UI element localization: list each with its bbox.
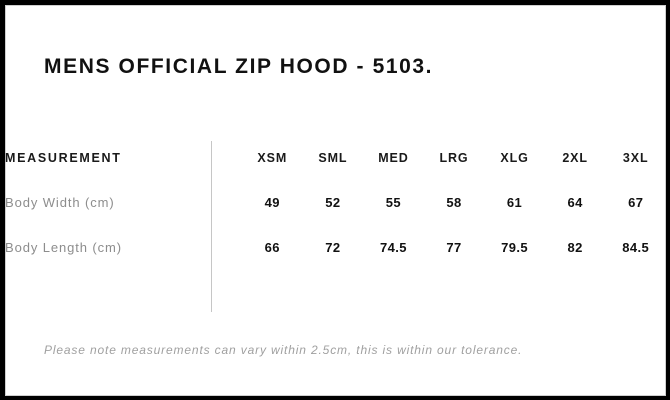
column-header-2xl: 2XL bbox=[562, 150, 588, 165]
column-header-measurement: MEASUREMENT bbox=[5, 150, 122, 165]
cell-body-length-lrg: 77 bbox=[446, 240, 462, 255]
cell-body-width-lrg: 58 bbox=[446, 195, 462, 210]
row-label-body-length: Body Length (cm) bbox=[5, 240, 123, 255]
cell-body-length-3xl: 84.5 bbox=[622, 240, 650, 255]
cell-body-width-sml: 52 bbox=[325, 195, 341, 210]
cell-body-length-2xl: 82 bbox=[567, 240, 583, 255]
cell-body-width-2xl: 64 bbox=[567, 195, 583, 210]
size-chart-table-area: MEASUREMENT XSM SML MED LRG XLG 2XL 3XL … bbox=[5, 135, 666, 320]
cell-body-length-sml: 72 bbox=[325, 240, 341, 255]
size-chart-table: MEASUREMENT XSM SML MED LRG XLG 2XL 3XL … bbox=[5, 135, 666, 270]
cell-body-width-3xl: 67 bbox=[628, 195, 644, 210]
cell-body-length-xlg: 79.5 bbox=[501, 240, 529, 255]
column-header-3xl: 3XL bbox=[622, 150, 649, 165]
table-header-row: MEASUREMENT XSM SML MED LRG XLG 2XL 3XL bbox=[5, 135, 666, 180]
cell-body-length-xsm: 66 bbox=[264, 240, 280, 255]
column-header-xsm: XSM bbox=[257, 150, 288, 165]
column-header-lrg: LRG bbox=[439, 150, 469, 165]
cell-body-width-med: 55 bbox=[385, 195, 402, 210]
page-title: MENS OFFICIAL ZIP HOOD - 5103. bbox=[44, 55, 434, 78]
cell-body-length-med: 74.5 bbox=[379, 240, 407, 255]
row-label-body-width: Body Width (cm) bbox=[5, 195, 115, 210]
table-row: Body Width (cm) 49 52 55 58 61 64 67 bbox=[5, 180, 666, 225]
cell-body-width-xlg: 61 bbox=[506, 195, 523, 210]
column-divider bbox=[211, 141, 212, 312]
tolerance-note: Please note measurements can vary within… bbox=[44, 343, 523, 357]
table-row: Body Length (cm) 66 72 74.5 77 79.5 82 8… bbox=[5, 225, 666, 270]
column-header-xlg: XLG bbox=[500, 150, 529, 165]
column-header-med: MED bbox=[378, 150, 409, 165]
cell-body-width-xsm: 49 bbox=[264, 195, 280, 210]
column-header-sml: SML bbox=[318, 150, 348, 165]
